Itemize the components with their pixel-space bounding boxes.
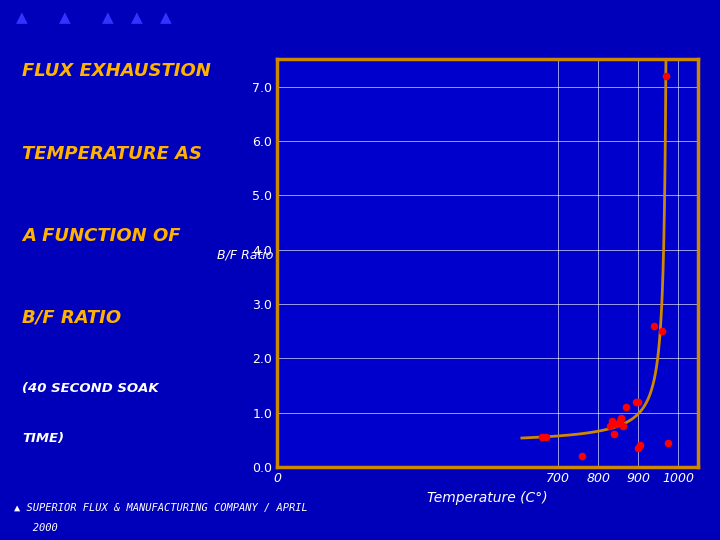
Text: ▲: ▲ <box>16 10 27 25</box>
Text: ▲: ▲ <box>160 10 171 25</box>
Text: A FUNCTION OF: A FUNCTION OF <box>22 227 181 245</box>
Text: ▲: ▲ <box>59 10 71 25</box>
Point <box>660 71 672 80</box>
Point <box>657 327 668 335</box>
Text: 2000: 2000 <box>14 523 58 533</box>
Text: FLUX EXHAUSTION: FLUX EXHAUSTION <box>22 63 211 80</box>
Point <box>540 433 552 442</box>
Text: ▲: ▲ <box>102 10 114 25</box>
Point <box>632 444 644 453</box>
Point <box>536 433 548 442</box>
Point <box>649 321 660 330</box>
Point <box>604 422 616 431</box>
Text: B/F RATIO: B/F RATIO <box>22 309 121 327</box>
Text: B/F Ratio: B/F Ratio <box>217 248 274 261</box>
Point <box>608 430 620 439</box>
Point <box>634 441 646 450</box>
Point <box>621 403 632 411</box>
Point <box>576 452 588 461</box>
Text: ▲ SUPERIOR FLUX & MANUFACTURING COMPANY / APRIL: ▲ SUPERIOR FLUX & MANUFACTURING COMPANY … <box>14 503 308 514</box>
Point <box>616 414 627 422</box>
Point <box>617 422 629 431</box>
Point <box>614 416 626 425</box>
Point <box>606 416 618 425</box>
Text: TIME): TIME) <box>22 432 64 445</box>
Text: (40 SECOND SOAK: (40 SECOND SOAK <box>22 382 159 395</box>
Point <box>662 438 674 447</box>
X-axis label: Temperature (C°): Temperature (C°) <box>428 490 548 504</box>
Point <box>611 419 622 428</box>
Point <box>632 397 644 406</box>
Text: ▲: ▲ <box>131 10 143 25</box>
Text: TEMPERATURE AS: TEMPERATURE AS <box>22 145 202 163</box>
Point <box>631 397 642 406</box>
